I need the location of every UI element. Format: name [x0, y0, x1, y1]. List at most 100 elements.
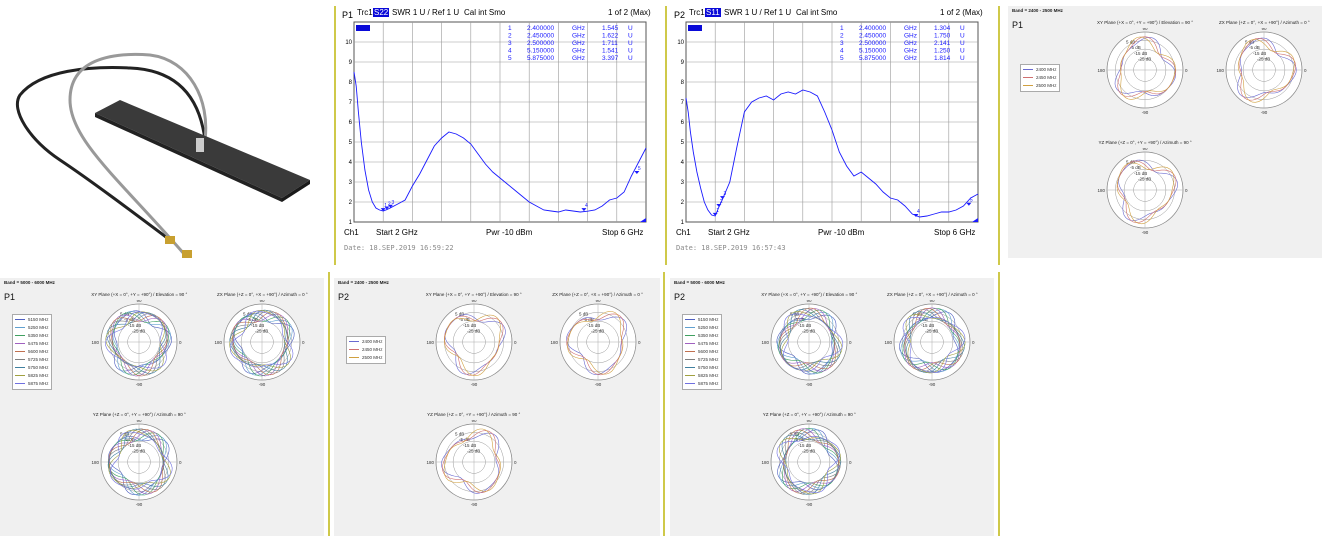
polar-series	[783, 313, 844, 372]
legend-swatch	[685, 359, 695, 361]
polar-label: 90	[471, 300, 477, 303]
legend-entry: 5250 MHz	[685, 324, 719, 332]
marker-table-cell: U	[628, 25, 633, 32]
polar-panel-p1-2g: Band = 2400 - 2500 MHz P1 2400 MHz 2450 MHz…	[1008, 6, 1322, 258]
marker-label: 1	[716, 208, 719, 214]
polar-label: -90	[136, 382, 143, 387]
plane-title: ZX Plane (+Z = 0°, +X = +90°) / Azimuth …	[1219, 20, 1310, 25]
polar-label: -25 dB	[255, 329, 268, 334]
polar-plot-cell: YZ Plane (+Z = 0°, +Y = +90°) / Azimuth …	[1077, 140, 1213, 238]
legend-label: 5475 MHz	[28, 341, 49, 346]
plane-title: YZ Plane (+Z = 0°, +Y = +90°) / Azimuth …	[1098, 140, 1192, 145]
marker-table-cell: 2.450000	[527, 33, 554, 40]
polar-series	[440, 432, 499, 494]
polar-series	[106, 312, 167, 374]
legend-entry: 2500 MHz	[1023, 82, 1057, 90]
legend-swatch	[15, 383, 25, 385]
plane-title: XY Plane (+X = 0°, +Y = +90°) / Elevatio…	[91, 292, 188, 297]
plane-title: ZX Plane (+Z = 0°, +X = +90°) / Azimuth …	[887, 292, 978, 297]
marker-table-cell: 3	[508, 40, 512, 47]
polar-label: -15 dB	[587, 323, 600, 328]
polar-series	[783, 429, 840, 494]
polar-series	[1239, 37, 1297, 101]
legend-label: 5600 MHz	[698, 349, 719, 354]
polar-label: -25 dB	[802, 329, 815, 334]
marker-table-cell: GHz	[904, 33, 917, 40]
polar-label: -15 dB	[1253, 51, 1266, 56]
polar-label: -15 dB	[463, 443, 476, 448]
legend-label: 5250 MHz	[698, 325, 719, 330]
port-label: P2	[674, 10, 686, 20]
polar-series	[1238, 39, 1296, 103]
polar-label: -15 dB	[463, 323, 476, 328]
band-label: Band = 2400 - 2500 MHz	[338, 280, 389, 285]
legend-entry: 5150 MHz	[15, 316, 49, 324]
legend-label: 2450 MHz	[362, 347, 383, 352]
y-tick-label: 9	[681, 60, 685, 66]
marker-table-cell: 2.500000	[859, 40, 886, 47]
marker-1	[380, 208, 386, 212]
marker-label: 3	[724, 191, 727, 197]
legend-swatch	[15, 367, 25, 369]
legend-swatch	[1023, 77, 1033, 79]
polar-label: -15 dB	[798, 443, 811, 448]
legend-entry: 5725 MHz	[685, 356, 719, 364]
polar-label: 90	[260, 300, 266, 303]
plane-title: ZX Plane (+Z = 0°, +X = +90°) / Azimuth …	[217, 292, 308, 297]
marker-table-cell: GHz	[904, 55, 917, 62]
legend-entry: 5250 MHz	[15, 324, 49, 332]
plane-title: YZ Plane (+Z = 0°, +Y = +90°) / Azimuth …	[427, 412, 521, 417]
marker-table-cell: 1.622	[602, 33, 619, 40]
polar-series	[109, 430, 165, 495]
polar-label: -15 dB	[251, 323, 264, 328]
legend-entry: 2500 MHz	[349, 354, 383, 362]
marker-table-cell: 1.304	[934, 25, 951, 32]
polar-label: 0	[972, 340, 975, 345]
polar-series	[779, 428, 840, 489]
param-label: S22	[373, 8, 390, 17]
date-label: Date: 18.SEP.2019 16:59:22	[344, 244, 454, 252]
legend-swatch	[15, 351, 25, 353]
polar-label: 0	[179, 340, 182, 345]
polar-label: 180	[762, 340, 770, 345]
polar-label: 90	[807, 420, 813, 423]
polar-label: 180	[1098, 188, 1106, 193]
marker-4	[913, 214, 919, 217]
polar-series	[778, 309, 836, 374]
legend-entry: 5600 MHz	[15, 348, 49, 356]
polar-label: -25 dB	[1138, 177, 1151, 182]
legend-swatch	[15, 375, 25, 377]
port-label: P1	[342, 10, 354, 20]
polar-series	[781, 434, 842, 495]
marker-table-cell: 2.450000	[859, 33, 886, 40]
vna-screen-p1: P1 Trc1 S22 SWR 1 U / Ref 1 U Cal int Sm…	[340, 4, 660, 262]
polar-series	[565, 313, 624, 376]
marker-table-cell: U	[960, 55, 965, 62]
legend-entry: 5600 MHz	[685, 348, 719, 356]
polar-panel-p2-5g: Band = 5000 - 6000 MHz P2 5150 MHz 5250 MHz…	[670, 278, 994, 536]
polar-label: -90	[470, 502, 477, 507]
polar-label: 180	[762, 460, 770, 465]
port-label: P2	[338, 292, 350, 302]
polar-series	[1117, 36, 1177, 97]
polar-label: -90	[594, 382, 601, 387]
marker-table-cell: 3	[840, 40, 844, 47]
polar-series	[230, 310, 294, 368]
plane-title: XY Plane (+X = 0°, +Y = +90°) / Elevatio…	[1097, 20, 1194, 25]
legend-entry: 2400 MHz	[349, 338, 383, 346]
vna-screen-p2: P2 Trc1 S11 SWR 1 U / Ref 1 U Cal int Sm…	[672, 4, 992, 262]
stop-label: Stop 6 GHz	[602, 228, 644, 237]
polar-label: 0	[514, 340, 517, 345]
legend-swatch	[349, 349, 359, 351]
y-tick-label: 5	[681, 140, 685, 146]
